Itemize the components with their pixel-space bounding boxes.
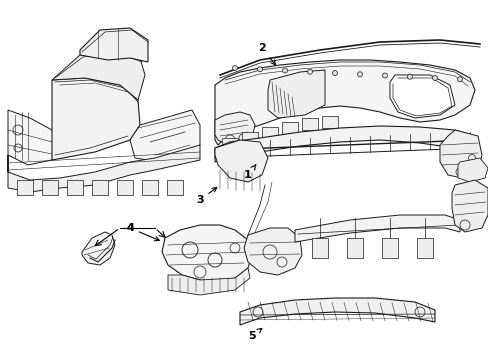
Text: 3: 3 [196, 188, 216, 205]
Polygon shape [52, 50, 145, 100]
Polygon shape [240, 298, 434, 325]
Polygon shape [222, 138, 238, 150]
Polygon shape [381, 238, 397, 258]
Polygon shape [294, 215, 459, 242]
Polygon shape [168, 268, 249, 295]
Polygon shape [8, 110, 55, 165]
Circle shape [457, 77, 462, 82]
Circle shape [382, 73, 386, 78]
Circle shape [431, 76, 437, 81]
Polygon shape [389, 75, 454, 118]
Text: 2: 2 [258, 43, 275, 65]
Polygon shape [215, 140, 267, 182]
Polygon shape [142, 180, 158, 195]
Polygon shape [282, 122, 297, 134]
Polygon shape [242, 132, 258, 144]
Text: 4: 4 [126, 223, 134, 233]
Polygon shape [262, 127, 278, 139]
Polygon shape [267, 70, 325, 118]
Circle shape [407, 74, 412, 79]
Polygon shape [42, 180, 58, 195]
Polygon shape [67, 180, 83, 195]
Polygon shape [8, 145, 200, 192]
Polygon shape [162, 225, 251, 282]
Polygon shape [302, 118, 317, 130]
Polygon shape [17, 180, 33, 195]
Polygon shape [439, 130, 481, 178]
Polygon shape [215, 112, 254, 145]
Polygon shape [451, 180, 487, 232]
Circle shape [307, 69, 312, 74]
Circle shape [282, 68, 287, 73]
Circle shape [332, 71, 337, 76]
Polygon shape [82, 232, 115, 265]
Circle shape [232, 66, 237, 71]
Polygon shape [215, 126, 477, 162]
Polygon shape [167, 180, 183, 195]
Polygon shape [321, 116, 337, 128]
Polygon shape [416, 238, 432, 258]
Text: 1: 1 [244, 165, 255, 180]
Polygon shape [244, 228, 302, 275]
Polygon shape [52, 78, 140, 160]
Text: 5: 5 [248, 328, 261, 341]
Circle shape [257, 67, 262, 72]
Text: 4: 4 [126, 223, 159, 241]
Polygon shape [92, 180, 108, 195]
Polygon shape [80, 28, 148, 62]
Polygon shape [215, 60, 474, 145]
Polygon shape [117, 180, 133, 195]
Polygon shape [311, 238, 327, 258]
Polygon shape [346, 238, 362, 258]
Polygon shape [130, 110, 200, 162]
Polygon shape [457, 158, 487, 182]
Circle shape [357, 72, 362, 77]
